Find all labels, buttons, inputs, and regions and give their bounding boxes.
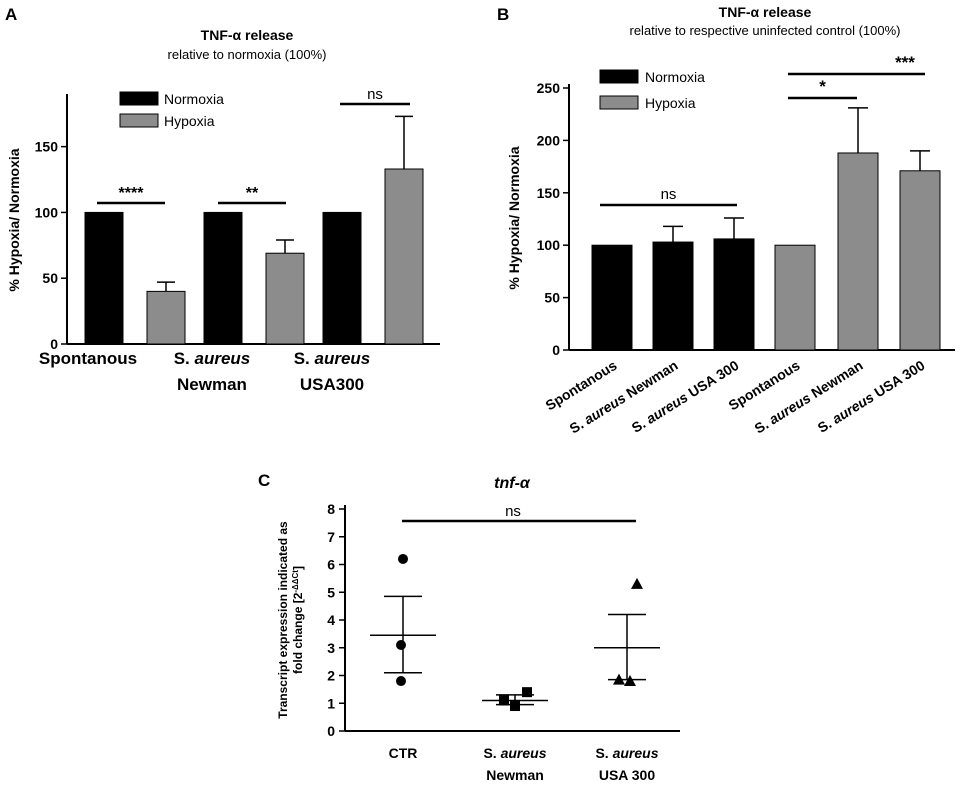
panel-c-chart: tnf-α 0 1 2 3 4 5 6 7 8 Transcript expression indi… <box>276 475 680 783</box>
panel-c-point-circle <box>396 676 406 687</box>
panel-a-legend-label: Normoxia <box>164 91 224 107</box>
panel-b-y-tick-label: 250 <box>537 80 561 96</box>
panel-b-legend-label: Normoxia <box>645 69 705 85</box>
panel-c-y-tick-label: 4 <box>327 612 335 628</box>
panel-a-bar <box>265 252 305 345</box>
panel-a-letter: A <box>5 5 17 24</box>
panel-c-y-axis-label-line2: fold change [2-ΔΔCt] <box>291 566 305 674</box>
panel-c-y-axis-label-line1: Transcript expression indicated as <box>276 521 290 719</box>
panel-a-x-label: S. aureus <box>174 349 251 368</box>
panel-a-bar <box>146 290 186 345</box>
panel-a-significance-label: **** <box>119 185 145 202</box>
panel-b-significance-label: * <box>819 77 826 96</box>
panel-a-y-tick-label: 100 <box>35 204 59 220</box>
panel-b-x-label: S. aureus USA 300 <box>629 357 742 436</box>
panel-a-y-tick-label: 50 <box>42 270 58 286</box>
panel-b-letter: B <box>497 5 509 24</box>
panel-c-letter: C <box>258 471 270 490</box>
panel-c-point-circle <box>396 639 406 650</box>
panel-a-chart: TNF-α release relative to normoxia (100%)… <box>6 27 440 394</box>
panel-c-y-tick-label: 7 <box>327 529 335 545</box>
panel-b-legend-swatch <box>599 69 639 84</box>
panel-b-bar <box>713 238 755 351</box>
panel-c-title: tnf-α <box>494 475 531 492</box>
panel-a-x-label-line2: USA300 <box>300 375 364 394</box>
panel-b-y-tick-label: 150 <box>537 185 561 201</box>
panel-b-x-label: S. aureus Newman <box>752 357 866 437</box>
panel-a-legend-swatch <box>119 113 159 128</box>
panel-b-bar <box>774 244 816 351</box>
panel-c-y-tick-label: 8 <box>327 501 335 517</box>
panel-c-point-square <box>510 701 520 712</box>
panel-a-title: TNF-α release <box>201 27 294 43</box>
panel-b-y-tick-label: 0 <box>552 342 560 358</box>
panel-c-y-tick-label: 5 <box>327 584 335 600</box>
panel-b-bar <box>652 241 694 351</box>
panel-c-y-tick-label: 6 <box>327 557 335 573</box>
panel-a-bar <box>203 211 243 345</box>
panel-a-x-label: Spontanous <box>39 349 137 368</box>
panel-a-legend-label: Hypoxia <box>164 113 215 129</box>
panel-c-significance-label: ns <box>505 503 521 520</box>
panel-c-x-label-line2: Newman <box>486 767 544 783</box>
panel-c-point-square <box>522 687 532 698</box>
panel-a-y-tick-label: 150 <box>35 139 59 155</box>
panel-c-y-tick-label: 1 <box>327 695 335 711</box>
panel-c-point-triangle <box>624 675 636 687</box>
panel-a-bar <box>84 211 124 345</box>
panel-a-significance-label: ns <box>367 86 383 103</box>
panel-b-legend-swatch <box>599 95 639 110</box>
panel-a-bar <box>322 211 362 345</box>
panel-a-x-label: S. aureus <box>294 349 371 368</box>
panel-c-x-label: CTR <box>389 745 418 761</box>
panel-b-x-label: S. aureus Newman <box>567 357 681 437</box>
panel-b-x-label: S. aureus USA 300 <box>815 357 928 436</box>
panel-c-y-tick-label: 2 <box>327 668 335 684</box>
panel-a-y-axis-label: % Hypoxia/ Normoxia <box>6 148 22 291</box>
panel-b-bar <box>591 244 633 351</box>
panel-b-y-tick-label: 50 <box>544 290 560 306</box>
panel-a-x-label-line2: Newman <box>177 375 247 394</box>
panel-c-y-tick-label: 3 <box>327 640 335 656</box>
panel-b-y-axis-label: % Hypoxia/ Normoxia <box>506 146 522 289</box>
panel-a-bar <box>384 168 424 345</box>
panel-c-x-label-line2: USA 300 <box>599 767 656 783</box>
panel-a-y-tick-label: 0 <box>50 336 58 352</box>
panel-b-legend-label: Hypoxia <box>645 95 696 111</box>
panel-b-significance-label: ns <box>661 186 677 203</box>
panel-a-significance-label: ** <box>246 185 259 202</box>
panel-c-point-triangle <box>631 577 643 589</box>
panel-b-y-tick-label: 100 <box>537 237 561 253</box>
panel-b-y-tick-label: 200 <box>537 132 561 148</box>
panel-c-y-tick-label: 0 <box>327 723 335 739</box>
panel-c-point-square <box>499 695 509 706</box>
panel-b-significance-label: *** <box>895 53 915 72</box>
panel-b-subtitle: relative to respective uninfected contro… <box>630 23 901 38</box>
panel-c-point-circle <box>398 553 408 564</box>
panel-a-subtitle: relative to normoxia (100%) <box>168 47 327 62</box>
panel-a-legend-swatch <box>119 91 159 106</box>
panel-b-bar <box>837 152 879 351</box>
panel-c-x-label: S. aureus <box>595 745 658 761</box>
panel-c-point-triangle <box>613 673 625 685</box>
panel-b-title: TNF-α release <box>719 4 812 20</box>
panel-b-chart: TNF-α release relative to respective unin… <box>506 4 955 437</box>
panel-c-x-label: S. aureus <box>483 745 546 761</box>
panel-b-bar <box>899 170 941 351</box>
